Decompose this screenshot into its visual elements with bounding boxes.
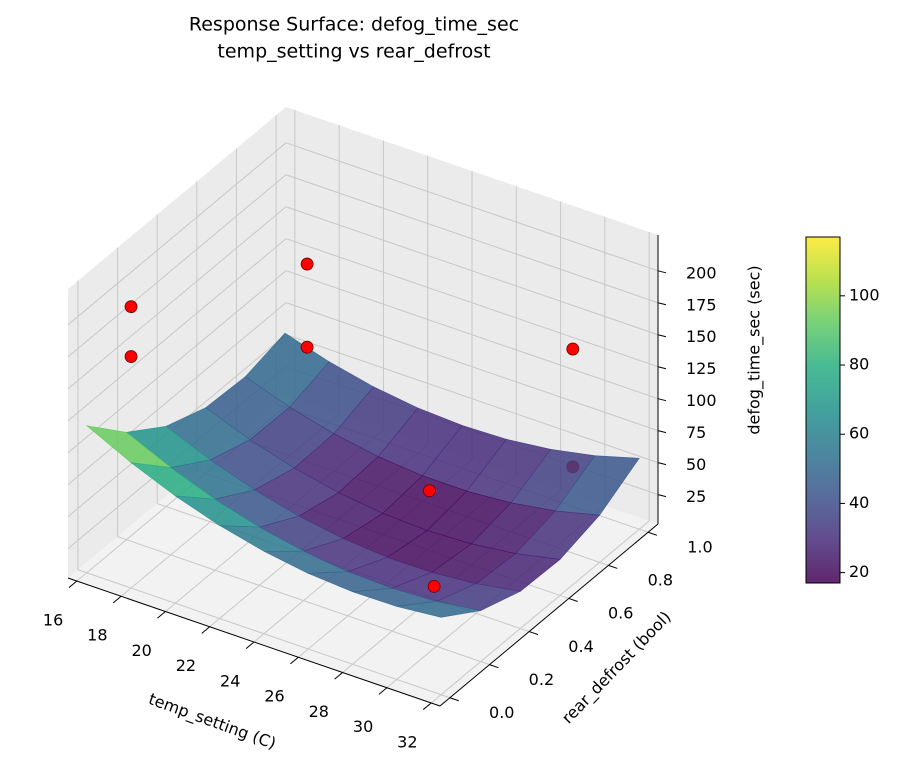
y-tick [489,664,499,669]
x-axis-label: temp_setting (C) [146,689,279,754]
z-tick [657,494,667,498]
data-point [566,342,580,356]
x-tick-label: 28 [309,702,329,721]
x-tick-label: 32 [397,732,417,751]
colorbar-tick-label: 100 [849,285,880,304]
y-tick [647,531,658,536]
z-tick-label: 50 [686,455,706,474]
colorbar-tick-label: 60 [849,424,869,443]
grid-line [67,238,287,422]
grid-line [285,334,659,464]
grid-line [285,142,659,272]
x-tick [201,626,211,634]
grid-line [67,302,287,486]
x-tick-label: 22 [176,656,196,675]
z-tick [657,270,667,274]
z-axis-label: defog_time_sec (sec) [745,265,765,434]
grid-line [67,142,287,326]
z-tick-label: 150 [686,327,717,346]
grid-line [67,174,287,358]
y-tick-label: 0.2 [529,670,554,689]
x-tick-label: 18 [87,626,107,645]
y-tick-label: 0.6 [608,604,633,623]
x-tick [157,611,166,619]
grid-line [285,174,659,304]
x-tick-label: 20 [131,641,151,660]
x-tick-label: 26 [264,687,284,706]
z-tick [657,302,667,306]
z-tick-label: 200 [686,263,717,282]
grid-line [285,270,659,400]
y-tick-label: 0.8 [648,571,673,590]
z-tick-label: 25 [686,487,706,506]
data-point [300,257,314,271]
z-tick [657,462,667,466]
x-tick-label: 30 [353,717,373,736]
x-tick [68,580,78,589]
y-axis-label: rear_defrost (bool) [558,607,676,728]
grid-line [67,270,287,454]
z-tick [657,430,667,434]
x-axis-line [67,577,441,707]
data-point [427,579,441,593]
left-pane [68,107,286,578]
y-tick [608,564,618,569]
colorbar [805,236,841,584]
y-axis-line [439,523,659,707]
y-tick-label: 0.0 [489,703,514,722]
z-tick-label: 75 [686,423,706,442]
data-point [124,300,138,314]
colorbar-tick-label: 20 [849,562,869,581]
grid-line [285,238,659,368]
z-tick [657,398,667,402]
grid-line [285,302,659,432]
x-tick [422,702,432,710]
y-tick [568,597,578,602]
x-tick [334,672,343,680]
x-tick [112,595,122,604]
z-tick [657,334,667,338]
grid-line [77,569,451,699]
data-point [423,484,436,498]
chart-title: Response Surface: defog_time_sec [189,14,519,36]
z-tick-label: 125 [686,359,717,378]
y-tick [529,631,539,636]
surface-patch [396,601,481,618]
data-point [300,340,314,354]
z-tick [657,366,667,370]
z-tick-label: 175 [686,295,717,314]
z-tick-label: 100 [686,391,717,410]
x-tick [290,656,299,665]
y-tick [449,697,459,702]
colorbar-tick-label: 80 [849,355,869,374]
chart-subtitle: temp_setting vs rear_defrost [217,41,490,63]
x-tick [245,641,255,650]
grid-line [285,206,659,336]
x-tick [378,687,388,695]
data-point [124,350,138,363]
grid-line [117,536,490,666]
y-tick-label: 1.0 [687,537,712,556]
grid-line [430,520,650,704]
x-tick-label: 16 [43,610,63,629]
grid-line [67,206,287,390]
colorbar-tick-label: 40 [849,493,869,512]
y-tick-label: 0.4 [568,637,593,656]
x-tick-label: 24 [220,671,240,690]
